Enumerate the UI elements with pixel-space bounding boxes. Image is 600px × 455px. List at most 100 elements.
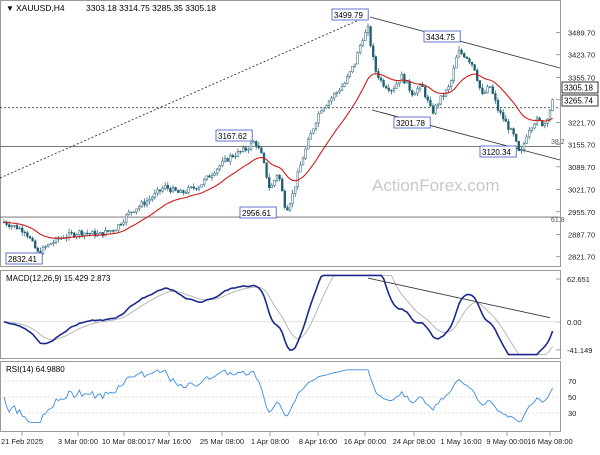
rsi-title: RSI(14) 64.9880	[6, 365, 65, 374]
candle-body	[244, 147, 247, 151]
candle-body	[184, 192, 188, 194]
candle-body	[335, 91, 338, 95]
candle-body	[31, 237, 34, 242]
candle-body	[390, 90, 393, 92]
candle-body	[299, 164, 302, 173]
candle-body	[387, 87, 390, 91]
candle-body	[135, 208, 138, 213]
candle-body	[80, 230, 84, 236]
x-tick-label: 8 Apr 16:00	[299, 437, 337, 446]
candle-body	[187, 187, 190, 193]
candle-body	[208, 175, 211, 178]
candle-body	[478, 80, 481, 89]
candle-body	[216, 168, 219, 174]
candle-body	[369, 26, 372, 47]
candle-body	[257, 145, 260, 149]
candle-body	[312, 128, 315, 134]
candle-body	[533, 123, 536, 129]
macd-main-line	[3, 274, 554, 356]
rsi-main-line	[3, 369, 554, 424]
candle-body	[145, 200, 149, 206]
candle-body	[99, 232, 102, 234]
candle-body	[49, 243, 52, 245]
moving-average	[3, 73, 553, 239]
candle-body	[179, 190, 182, 193]
candle-body	[200, 184, 203, 188]
candle-body	[494, 93, 497, 101]
candle-body	[452, 67, 455, 81]
candle-body	[338, 90, 341, 93]
candle-body	[473, 64, 476, 71]
candle-body	[36, 247, 39, 252]
candle-body	[252, 141, 255, 144]
candle-body	[255, 141, 258, 146]
pivot-label: 3434.75	[426, 33, 455, 42]
candle-body	[325, 105, 328, 109]
candle-body	[229, 154, 232, 162]
candle-body	[364, 32, 367, 42]
candle-body	[372, 45, 375, 57]
candle-body	[351, 66, 354, 72]
symbol-label: XAUUSD,H4	[16, 3, 65, 13]
candle-body	[309, 132, 312, 140]
candle-body	[18, 227, 21, 230]
pivot-label: 2832.41	[8, 255, 37, 264]
candle-body	[203, 179, 206, 185]
candle-body	[106, 230, 110, 232]
candle-body	[307, 138, 310, 150]
candle-body	[171, 187, 175, 193]
candle-body	[530, 127, 533, 131]
x-tick-label: 25 Mar 08:00	[200, 437, 244, 446]
candle-body	[333, 93, 336, 99]
candle-body	[153, 192, 156, 198]
candle-body	[78, 230, 81, 235]
candle-body	[112, 230, 115, 232]
candle-body	[502, 112, 505, 120]
candle-body	[535, 117, 539, 125]
pivot-labels: 3499.79 3434.75 3201.78 3120.34 3167.62 2956.…	[5, 8, 517, 265]
candle-body	[140, 201, 143, 207]
pivot-label: 3120.34	[482, 148, 511, 157]
x-axis: 21 Feb 2025 3 Mar 00:00 10 Mar 08:00 17 Mar…	[1, 432, 573, 446]
candle-body	[359, 44, 362, 53]
candle-body	[348, 71, 351, 77]
candle-body	[465, 56, 468, 59]
candle-body	[437, 103, 440, 106]
candle-body	[132, 211, 136, 213]
fib-61-label: 61.8	[551, 217, 565, 224]
rsi-tick-label: 50	[568, 393, 576, 402]
rsi-axis: 70 50 30	[0, 377, 576, 418]
candle-body	[317, 112, 320, 124]
candle-body	[8, 224, 11, 228]
candle-body	[403, 73, 406, 84]
candle-body	[283, 190, 286, 208]
price-tick-label: 3089.70	[568, 163, 595, 172]
candle-body	[408, 81, 411, 91]
candle-body	[301, 158, 305, 166]
current-price-tag: 3305.18	[561, 81, 599, 94]
candle-body	[424, 86, 427, 98]
candle-body	[288, 203, 292, 211]
x-tick-label: 21 Feb 2025	[1, 437, 43, 446]
price-tick-label: 3021.70	[568, 186, 595, 195]
candle-body	[392, 88, 396, 91]
price-tick-label: 3155.70	[568, 141, 595, 150]
pivot-label: 3499.79	[334, 11, 363, 20]
candle-body	[525, 136, 528, 144]
candle-body	[44, 246, 47, 248]
candle-body	[439, 95, 442, 105]
candle-body	[247, 148, 250, 151]
candle-body	[483, 92, 487, 94]
candle-body	[346, 76, 349, 84]
candle-body	[416, 88, 419, 94]
candle-body	[382, 80, 385, 87]
ohlc-label: 3303.18 3314.75 3285.35 3305.18	[86, 3, 216, 13]
macd-tick-label: 62.651	[567, 275, 590, 284]
candle-body	[551, 99, 554, 111]
candle-body	[210, 175, 214, 178]
x-tick-label: 3 Mar 00:00	[58, 437, 98, 446]
candle-body	[148, 198, 151, 202]
candle-body	[499, 110, 502, 113]
ma-value-tag: 3265.74	[561, 94, 599, 107]
